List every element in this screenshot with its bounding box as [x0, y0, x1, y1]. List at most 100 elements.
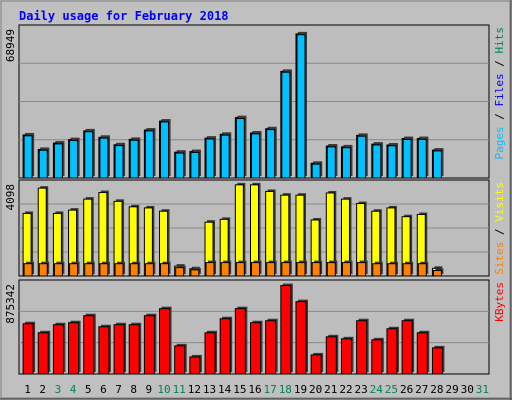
x-tick-label: 10: [157, 383, 170, 396]
kbytes-bar: [143, 315, 155, 375]
sites-bar: [372, 263, 382, 277]
x-tick-label: 7: [115, 383, 122, 396]
axis-max-label-top: 68949: [4, 29, 17, 62]
files-bar: [417, 138, 427, 179]
kbytes-bar: [189, 356, 201, 375]
legend-entry: Visits: [493, 182, 506, 222]
sites-bar: [281, 262, 291, 277]
files-bar: [129, 139, 139, 179]
x-tick-label: 24: [370, 383, 384, 396]
files-bar: [326, 146, 336, 179]
legend-bottom: KBytes: [493, 282, 506, 322]
sites-bar: [417, 263, 427, 277]
x-tick-label: 16: [248, 383, 261, 396]
sites-bar: [341, 262, 351, 277]
kbytes-bar: [219, 318, 231, 375]
sites-bar: [69, 263, 79, 277]
kbytes-bar: [280, 285, 292, 375]
kbytes-bar: [356, 320, 368, 375]
sites-bar: [387, 263, 397, 277]
kbytes-bar: [37, 332, 49, 375]
files-bar: [190, 151, 200, 179]
files-bar: [84, 131, 94, 179]
sites-bar: [402, 263, 412, 277]
files-bar: [341, 147, 351, 179]
kbytes-bar: [83, 315, 95, 375]
x-tick-label: 25: [385, 383, 398, 396]
kbytes-bar: [113, 324, 125, 375]
x-tick-label: 4: [70, 383, 77, 396]
x-tick-label: 30: [461, 383, 474, 396]
files-bar: [53, 143, 63, 179]
axis-max-label-middle: 4098: [4, 184, 17, 211]
x-tick-label: 20: [309, 383, 322, 396]
sites-bar: [23, 263, 33, 277]
files-bar: [372, 144, 382, 179]
x-tick-label: 31: [476, 383, 489, 396]
files-bar: [402, 138, 412, 179]
sites-bar: [205, 262, 215, 277]
sites-bar: [266, 262, 276, 277]
x-tick-label: 17: [264, 383, 277, 396]
sites-bar: [144, 263, 154, 277]
legend-entry: /: [493, 222, 506, 242]
sites-bar: [235, 262, 245, 277]
sites-bar: [296, 262, 306, 277]
sites-bar: [129, 263, 139, 277]
sites-bar: [175, 267, 185, 277]
sites-bar: [311, 262, 321, 277]
sites-bar: [114, 263, 124, 277]
x-tick-label: 21: [324, 383, 337, 396]
x-tick-label: 15: [233, 383, 246, 396]
x-tick-label: 12: [188, 383, 201, 396]
x-tick-label: 3: [55, 383, 62, 396]
files-bar: [114, 145, 124, 179]
sites-bar: [53, 263, 63, 277]
files-bar: [160, 121, 170, 179]
sites-bar: [432, 270, 442, 277]
kbytes-bar: [325, 336, 337, 375]
sites-bar: [220, 262, 230, 277]
x-tick-label: 28: [430, 383, 443, 396]
x-tick-label: 18: [279, 383, 292, 396]
x-tick-label: 26: [400, 383, 413, 396]
x-tick-label: 23: [355, 383, 368, 396]
files-bar: [311, 163, 321, 179]
x-tick-label: 14: [218, 383, 232, 396]
legend-entry: KBytes: [493, 282, 506, 322]
files-bar: [144, 130, 154, 179]
x-tick-label: 8: [130, 383, 137, 396]
x-tick-label: 11: [173, 383, 186, 396]
files-bar: [432, 150, 442, 179]
x-tick-label: 1: [24, 383, 31, 396]
legend-entry: Pages: [493, 126, 506, 159]
x-tick-label: 19: [294, 383, 307, 396]
sites-bar: [326, 262, 336, 277]
sites-bar: [38, 263, 48, 277]
kbytes-bar: [204, 332, 216, 375]
x-tick-label: 2: [39, 383, 46, 396]
files-bar: [357, 135, 367, 179]
kbytes-bar: [416, 332, 428, 375]
kbytes-bar: [371, 339, 383, 375]
files-bar: [69, 139, 79, 179]
x-tick-label: 22: [339, 383, 352, 396]
legend-entry: Hits: [493, 27, 506, 54]
kbytes-bar: [128, 324, 140, 375]
kbytes-bar: [340, 338, 352, 375]
x-tick-label: 6: [100, 383, 107, 396]
kbytes-bar: [234, 308, 246, 375]
kbytes-bar: [295, 301, 307, 375]
panel-middle: 4098: [4, 179, 490, 277]
x-tick-label: 13: [203, 383, 216, 396]
sites-bar: [190, 269, 200, 277]
kbytes-bar: [250, 322, 261, 375]
files-bar: [387, 145, 397, 179]
sites-bar: [357, 262, 367, 277]
legend-entry: Sites: [493, 242, 506, 275]
files-bar: [235, 118, 245, 179]
kbytes-bar: [174, 345, 186, 375]
kbytes-bar: [401, 320, 413, 375]
kbytes-bar: [22, 323, 34, 375]
